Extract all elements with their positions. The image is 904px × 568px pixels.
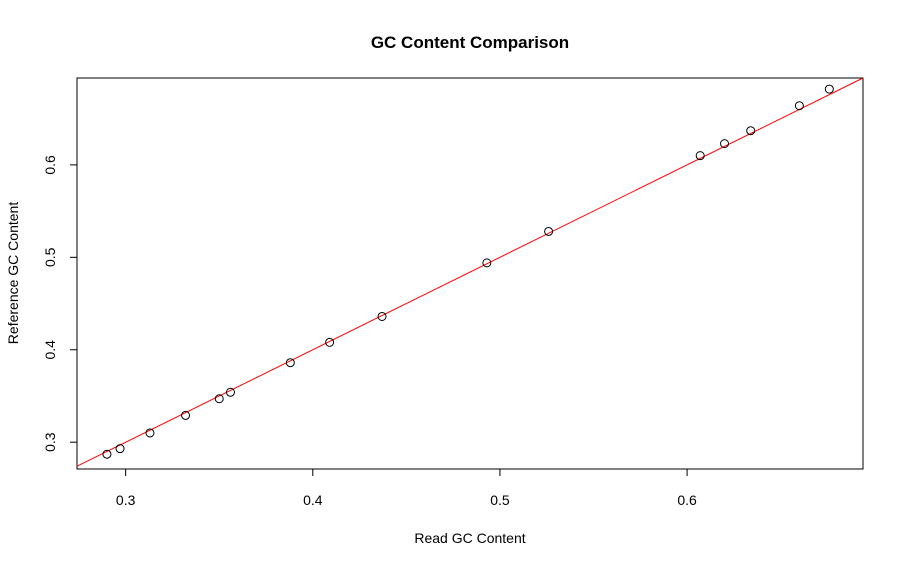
- data-point: [285, 358, 295, 368]
- data-point: [720, 139, 730, 149]
- data-point: [115, 444, 125, 454]
- data-point: [181, 410, 191, 420]
- data-point: [695, 151, 705, 161]
- data-point: [482, 258, 492, 268]
- chart-title: GC Content Comparison: [371, 33, 569, 52]
- y-tick-label: 0.5: [42, 247, 58, 267]
- data-point: [377, 311, 387, 321]
- x-tick-label: 0.4: [303, 492, 323, 508]
- x-tick-label: 0.5: [490, 492, 510, 508]
- data-points-group: [102, 84, 834, 459]
- data-point: [794, 101, 804, 111]
- data-point: [544, 226, 554, 236]
- data-point: [746, 126, 756, 136]
- data-point: [102, 449, 112, 459]
- x-axis: 0.3 0.4 0.5 0.6: [116, 468, 697, 508]
- x-axis-label: Read GC Content: [414, 530, 525, 546]
- data-point: [145, 428, 155, 438]
- y-tick-label: 0.4: [42, 340, 58, 360]
- data-point: [214, 394, 224, 404]
- y-tick-label: 0.3: [42, 432, 58, 452]
- x-tick-label: 0.3: [116, 492, 136, 508]
- data-point: [824, 84, 834, 94]
- y-axis-label: Reference GC Content: [5, 202, 21, 345]
- x-tick-label: 0.6: [677, 492, 697, 508]
- data-point: [325, 337, 335, 347]
- y-tick-label: 0.6: [42, 155, 58, 175]
- identity-reference-line: [76, 77, 864, 467]
- reference-line-group: [76, 77, 864, 467]
- y-axis: 0.3 0.4 0.5 0.6: [42, 155, 78, 452]
- data-point: [225, 387, 235, 397]
